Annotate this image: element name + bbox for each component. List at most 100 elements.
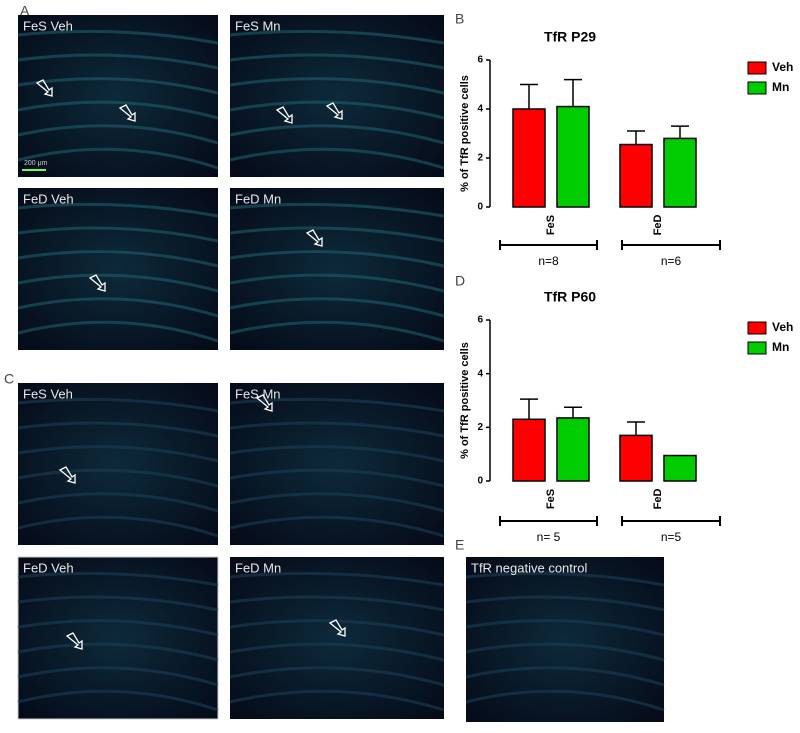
fiber bbox=[229, 273, 445, 293]
x-tick-label: FeS bbox=[545, 489, 557, 509]
image-caption: FeS Mn bbox=[235, 386, 281, 401]
fiber bbox=[465, 619, 665, 637]
image-caption: FeD Veh bbox=[23, 560, 74, 575]
image-caption: FeS Veh bbox=[23, 386, 73, 401]
fiber bbox=[17, 571, 219, 587]
fiber bbox=[229, 666, 445, 687]
fiber bbox=[17, 320, 219, 343]
fiber bbox=[17, 515, 219, 538]
fiber bbox=[229, 421, 445, 438]
image-caption: FeS Mn bbox=[235, 18, 281, 33]
arrow bbox=[325, 102, 343, 120]
fiber bbox=[229, 515, 445, 538]
fiber bbox=[465, 689, 665, 712]
fiber bbox=[17, 250, 219, 268]
fiber bbox=[229, 147, 445, 170]
fiber bbox=[17, 202, 219, 218]
fiber bbox=[229, 250, 445, 268]
group-label: n= 5 bbox=[537, 530, 561, 544]
y-tick-label: 2 bbox=[477, 153, 483, 164]
legend-label: Mn bbox=[772, 340, 789, 354]
image-caption: TfR negative control bbox=[471, 560, 587, 575]
chart-title: TfR P29 bbox=[544, 29, 596, 45]
y-tick-label: 4 bbox=[477, 368, 483, 379]
bar bbox=[619, 434, 653, 482]
panel-label: B bbox=[455, 11, 464, 27]
bar bbox=[556, 417, 590, 482]
fiber bbox=[17, 77, 219, 95]
fiber bbox=[17, 468, 219, 488]
legend-swatch bbox=[747, 321, 767, 335]
error-bar bbox=[520, 83, 538, 109]
group-bracket bbox=[499, 516, 598, 526]
panel-label: D bbox=[455, 273, 465, 289]
fiber bbox=[229, 77, 445, 95]
arrow bbox=[255, 394, 273, 412]
fiber bbox=[17, 421, 219, 438]
error-bar bbox=[627, 421, 645, 436]
fiber bbox=[465, 642, 665, 662]
fiber bbox=[17, 29, 219, 45]
fiber bbox=[229, 642, 445, 662]
legend-label: Mn bbox=[772, 80, 789, 94]
bar bbox=[619, 143, 653, 208]
fiber bbox=[229, 595, 445, 612]
group-bracket bbox=[621, 240, 721, 250]
x-tick-label: FeD bbox=[652, 215, 664, 236]
fiber bbox=[17, 124, 219, 145]
panel-label: E bbox=[455, 537, 464, 553]
error-bar bbox=[520, 398, 538, 420]
fiber bbox=[229, 202, 445, 218]
y-tick-label: 0 bbox=[477, 476, 483, 487]
x-tick-label: FeD bbox=[652, 489, 664, 510]
fiber bbox=[229, 320, 445, 343]
fiber bbox=[229, 468, 445, 488]
bar bbox=[512, 418, 546, 482]
group-label: n=5 bbox=[661, 530, 682, 544]
image-caption: FeD Mn bbox=[235, 191, 281, 206]
fiber bbox=[229, 29, 445, 45]
legend-swatch bbox=[747, 341, 767, 355]
error-bar bbox=[671, 125, 689, 139]
group-bracket bbox=[499, 240, 598, 250]
bar bbox=[556, 105, 590, 208]
panel-label: A bbox=[20, 3, 30, 19]
fiber bbox=[17, 273, 219, 293]
fiber bbox=[17, 445, 219, 463]
fiber bbox=[17, 100, 219, 120]
fiber bbox=[229, 445, 445, 463]
fiber bbox=[465, 571, 665, 587]
y-tick-label: 0 bbox=[477, 202, 483, 213]
error-bar bbox=[564, 406, 582, 418]
image-caption: FeD Mn bbox=[235, 560, 281, 575]
y-tick-label: 6 bbox=[477, 55, 483, 66]
legend-label: Veh bbox=[772, 320, 793, 334]
fiber bbox=[465, 595, 665, 612]
y-axis-label: % of TfR positive cells bbox=[459, 342, 471, 459]
fiber bbox=[17, 595, 219, 612]
fiber bbox=[229, 571, 445, 587]
arrow bbox=[88, 274, 106, 292]
legend-swatch bbox=[747, 81, 767, 95]
arrow bbox=[275, 106, 293, 124]
fiber bbox=[17, 53, 219, 70]
y-tick-label: 6 bbox=[477, 315, 483, 326]
group-label: n=8 bbox=[538, 254, 559, 268]
fiber bbox=[17, 147, 219, 170]
fiber bbox=[17, 689, 219, 712]
y-tick-label: 4 bbox=[477, 104, 483, 115]
fiber bbox=[229, 53, 445, 70]
fiber bbox=[17, 297, 219, 318]
bar bbox=[512, 108, 546, 208]
fiber bbox=[17, 492, 219, 513]
legend-label: Veh bbox=[772, 60, 793, 74]
scale-bar-label: 200 μm bbox=[24, 160, 48, 167]
arrow bbox=[58, 466, 76, 484]
fiber bbox=[229, 397, 445, 413]
fiber bbox=[17, 666, 219, 687]
group-bracket bbox=[621, 516, 721, 526]
y-tick-label: 2 bbox=[477, 422, 483, 433]
micrograph bbox=[17, 556, 219, 720]
group-label: n=6 bbox=[661, 254, 682, 268]
